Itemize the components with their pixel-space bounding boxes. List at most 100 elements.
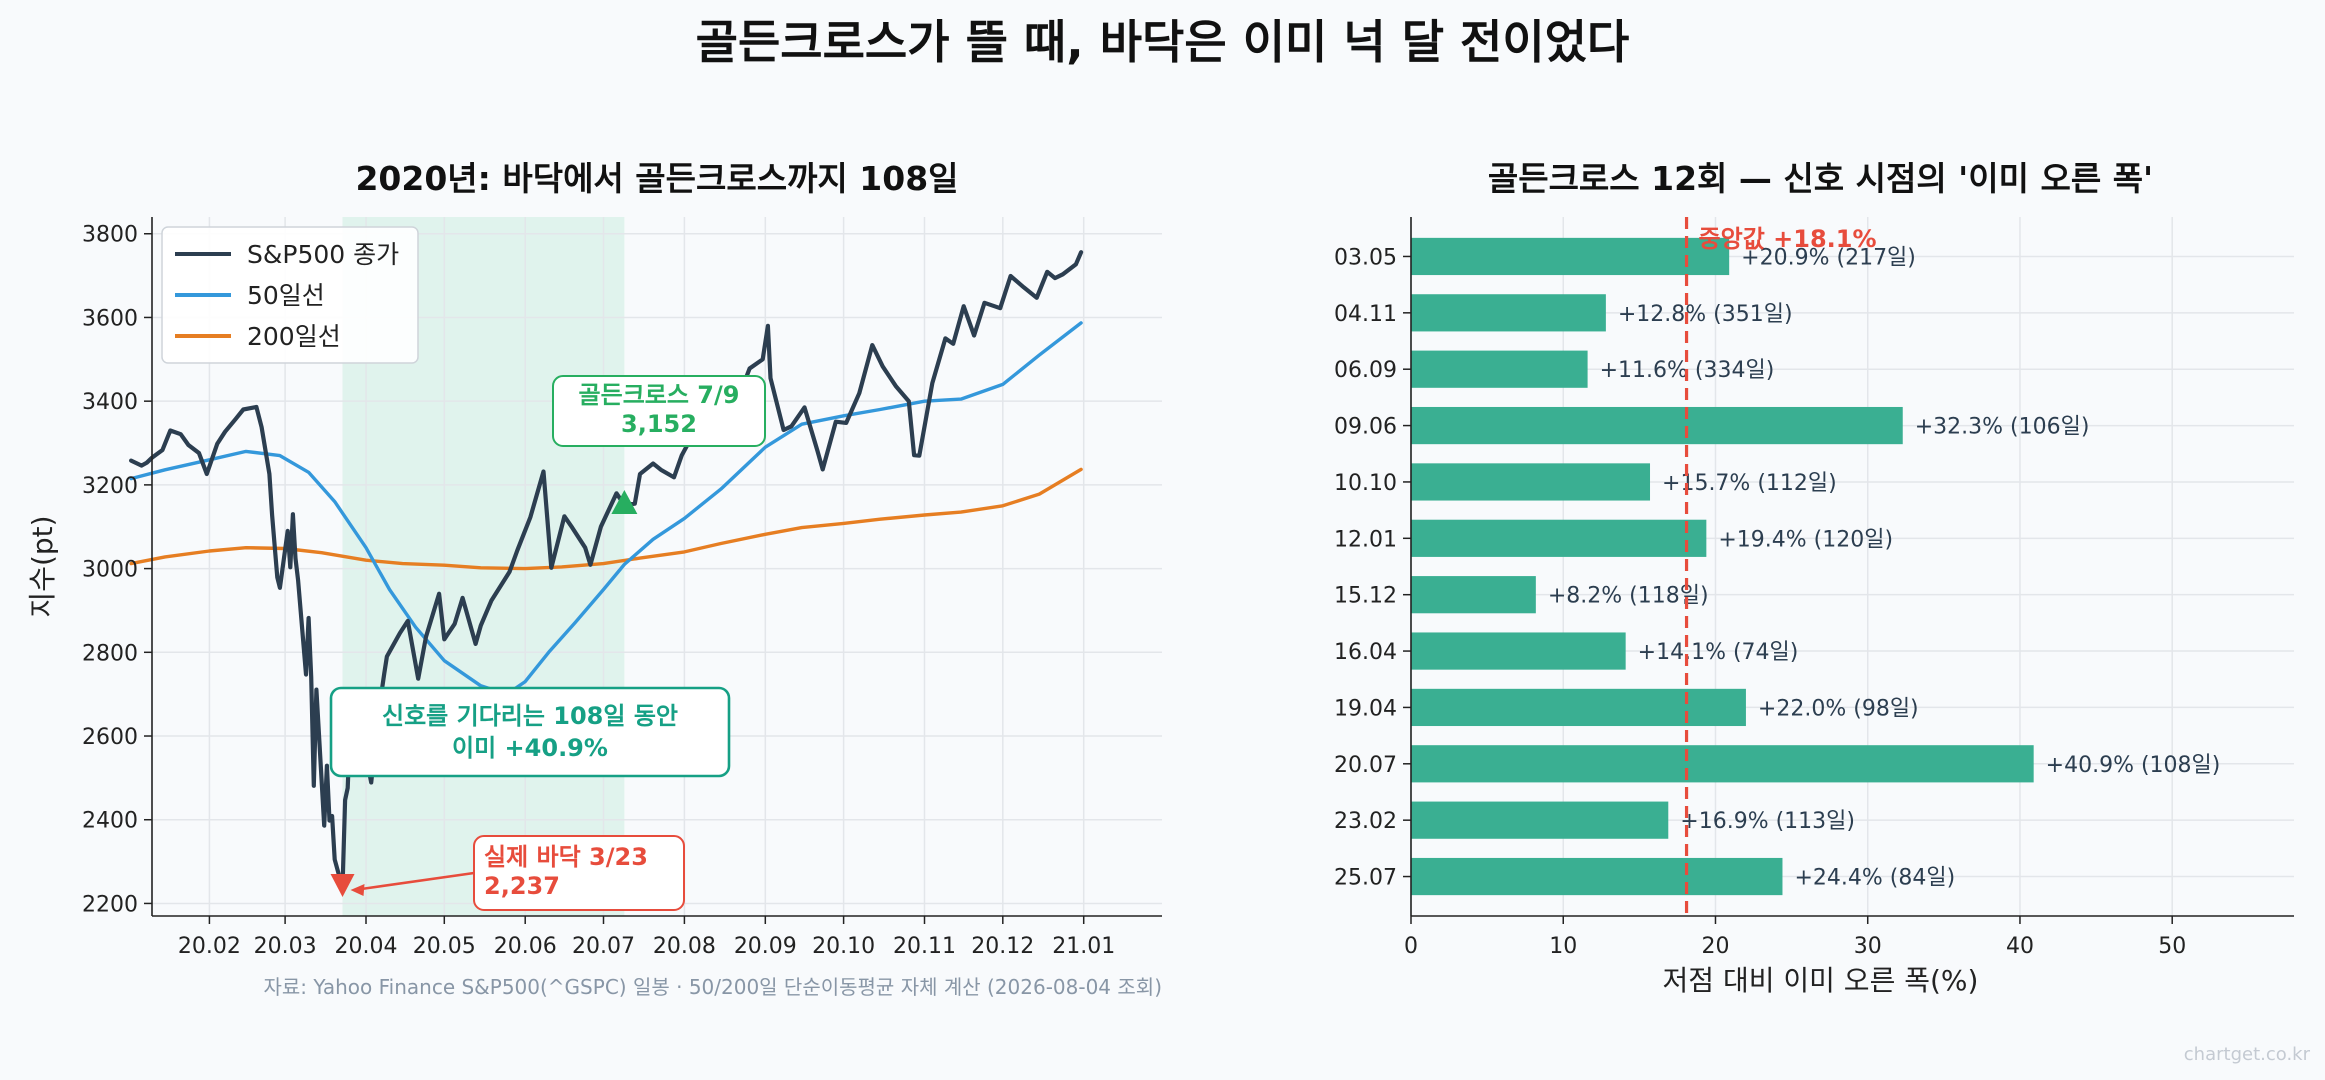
bar (1411, 745, 2034, 783)
bar-value-label: +24.4% (84일) (1794, 866, 1955, 891)
bar (1411, 406, 1903, 445)
y-tick-label: 12.01 (1334, 527, 1397, 552)
waiting-line2: 이미 +40.9% (452, 734, 608, 762)
right-bars: +20.9% (217일)+12.8% (351일)+11.6% (334일)+… (1411, 237, 2221, 896)
source-note: 자료: Yahoo Finance S&P500(^GSPC) 일봉 · 50/… (263, 975, 1162, 999)
x-tick-label: 20.04 (335, 934, 398, 959)
waiting-line1: 신호를 기다리는 108일 동안 (382, 702, 678, 730)
legend-label-price: S&P500 종가 (247, 240, 399, 269)
bar-value-label: +32.3% (106일) (1915, 415, 2090, 440)
left-chart-title: 2020년: 바닥에서 골든크로스까지 108일 (355, 159, 958, 198)
right-x-axis-label: 저점 대비 이미 오른 폭(%) (1663, 964, 1979, 997)
x-tick-label: 20.08 (653, 934, 716, 959)
y-tick-label: 3400 (82, 390, 138, 415)
y-tick-label: 2400 (82, 809, 138, 834)
bottom-marker (330, 873, 355, 897)
golden-cross-box (552, 375, 766, 447)
bar-value-label: +8.2% (118일) (1548, 584, 1709, 609)
left-annotations: 골든크로스 7/93,152 실제 바닥 3/232,237 신호를 기다리는 10… (329, 375, 766, 911)
bar (1411, 632, 1626, 670)
x-tick-label: 20.09 (734, 934, 797, 959)
left-tick-labels: 2200 2400 2600 2800 3000 3200 3400 3600 3800 20.0… (82, 223, 1115, 959)
x-tick-label: 20.11 (893, 934, 956, 959)
x-tick-label: 0 (1404, 934, 1418, 959)
legend-frame (161, 226, 419, 364)
y-tick-label: 3600 (82, 306, 138, 331)
x-tick-label: 40 (2006, 934, 2034, 959)
x-tick-label: 20.05 (413, 934, 476, 959)
bar-value-label: +19.4% (120일) (1718, 527, 1893, 552)
golden-cross-value: 3,152 (621, 410, 697, 438)
y-tick-label: 3000 (82, 558, 138, 583)
y-tick-label: 04.11 (1334, 302, 1397, 327)
left-series-lines (129, 250, 1084, 891)
series-line-ma50 (129, 321, 1083, 696)
left-y-axis-label: 지수(pt) (26, 515, 59, 617)
bottom-arrow-line (354, 871, 475, 892)
y-tick-label: 10.10 (1334, 471, 1397, 496)
bar-value-label: +14.1% (74일) (1638, 640, 1799, 665)
golden-cross-label: 골든크로스 7/9 (579, 381, 740, 409)
left-line-chart: 2020년: 바닥에서 골든크로스까지 108일 2200 2400 2600 280… (26, 159, 1162, 999)
y-tick-label: 2600 (82, 725, 138, 750)
bar (1411, 463, 1651, 501)
right-axes (1410, 217, 2294, 917)
y-tick-label: 19.04 (1334, 696, 1397, 721)
median-label: 중앙값 +18.1% (1699, 225, 1877, 253)
x-tick-label: 20.02 (178, 934, 241, 959)
bar (1411, 801, 1669, 839)
right-bar-chart: 골든크로스 12회 — 신호 시점의 '이미 오른 폭' +20.9% (217… (1334, 159, 2294, 997)
bar (1411, 688, 1746, 727)
y-tick-label: 16.04 (1334, 640, 1397, 665)
x-tick-label: 30 (1854, 934, 1882, 959)
left-axes (151, 217, 1162, 917)
bar-value-label: +15.7% (112일) (1662, 471, 1837, 496)
y-tick-label: 20.07 (1334, 753, 1397, 778)
bar-value-label: +40.9% (108일) (2046, 753, 2221, 778)
bottom-arrow-head (350, 883, 365, 896)
median-line-group: 중앙값 +18.1% (1684, 217, 1877, 916)
y-tick-label: 2200 (82, 892, 138, 917)
x-tick-label: 20.06 (494, 934, 557, 959)
bottom-label: 실제 바닥 3/23 (484, 843, 648, 871)
bar (1411, 519, 1707, 557)
bar-value-label: +20.9% (217일) (1741, 245, 1916, 270)
bar-value-label: +16.9% (113일) (1680, 809, 1855, 834)
series-line-price (129, 250, 1084, 891)
x-tick-label: 50 (2158, 934, 2186, 959)
legend-label-ma200: 200일선 (247, 322, 341, 351)
legend-label-ma50: 50일선 (247, 281, 325, 310)
watermark: chartget.co.kr (2184, 1044, 2311, 1065)
x-tick-label: 20.07 (572, 934, 635, 959)
bar (1411, 576, 1536, 614)
y-tick-label: 23.02 (1334, 809, 1397, 834)
y-tick-label: 03.05 (1334, 245, 1397, 270)
bar-value-label: +12.8% (351일) (1618, 302, 1793, 327)
main-title: 골든크로스가 뜰 때, 바닥은 이미 넉 달 전이었다 (695, 15, 1630, 69)
y-tick-label: 09.06 (1334, 415, 1397, 440)
x-tick-label: 10 (1549, 934, 1577, 959)
bottom-value: 2,237 (484, 872, 560, 900)
bar (1411, 294, 1606, 332)
y-tick-label: 3800 (82, 223, 138, 248)
legend: S&P500 종가 50일선 200일선 (161, 226, 419, 364)
x-tick-label: 20.03 (254, 934, 317, 959)
right-tick-labels: 0 10 20 30 40 50 03.05 04.11 06.09 09.06 10.10 12.0… (1334, 245, 2186, 959)
bar-value-label: +22.0% (98일) (1758, 696, 1919, 721)
bar (1411, 857, 1783, 896)
y-tick-label: 06.09 (1334, 358, 1397, 383)
right-chart-title: 골든크로스 12회 — 신호 시점의 '이미 오른 폭' (1488, 159, 2153, 198)
waiting-box (329, 686, 731, 778)
y-tick-label: 2800 (82, 641, 138, 666)
x-tick-label: 20.12 (971, 934, 1034, 959)
bar (1411, 237, 1730, 276)
x-tick-label: 20 (1701, 934, 1729, 959)
y-tick-label: 3200 (82, 474, 138, 499)
bottom-box (473, 835, 685, 911)
y-tick-label: 15.12 (1334, 584, 1397, 609)
x-tick-label: 21.01 (1052, 934, 1115, 959)
x-tick-label: 20.10 (812, 934, 875, 959)
y-tick-label: 25.07 (1334, 866, 1397, 891)
golden-cross-marker (611, 489, 638, 514)
